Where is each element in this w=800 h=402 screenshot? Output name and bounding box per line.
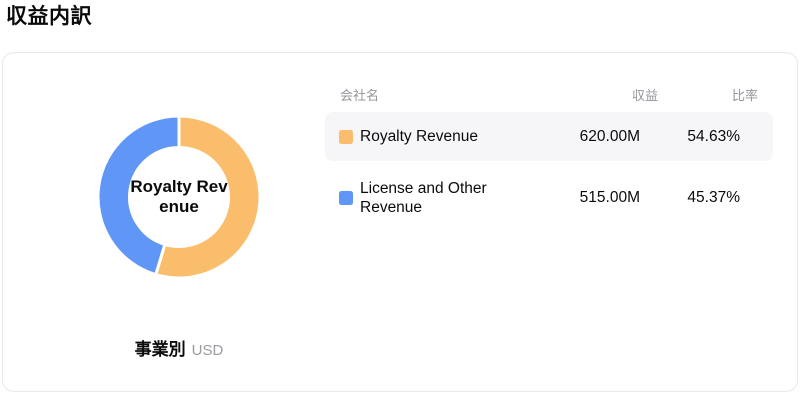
license-revenue-swatch — [339, 190, 353, 205]
donut-chart-section: Royalty Revenue 事業別 USD — [3, 53, 325, 391]
row-name: Royalty Revenue — [360, 128, 479, 145]
currency-label: USD — [191, 342, 224, 359]
row-revenue: 620.00M — [579, 127, 640, 145]
donut-center-label: Royalty Revenue — [130, 177, 228, 216]
header-revenue: 収益 — [631, 88, 658, 103]
row-revenue: 515.00M — [579, 188, 640, 206]
row-ratio: 54.63% — [687, 127, 740, 145]
header-ratio: 比率 — [731, 88, 758, 103]
donut-segment-0[interactable] — [154, 114, 262, 280]
row-ratio: 45.37% — [687, 188, 740, 206]
legend-table: 会社名 収益 比率 Royalty Revenue 620.00M 54.63%… — [325, 53, 797, 391]
page-title: 収益内訳 — [6, 5, 92, 28]
legend-table-header: 会社名 収益 比率 — [325, 87, 773, 105]
donut-chart-svg[interactable] — [95, 113, 263, 281]
dimension-label: 事業別 — [134, 340, 186, 359]
revenue-breakdown-card: Royalty Revenue 事業別 USD 会社名 収益 比率 Royalty… — [2, 52, 798, 392]
royalty-revenue-swatch — [339, 129, 353, 144]
donut-segment-1[interactable] — [96, 114, 181, 277]
row-name: License and Other Revenue — [360, 179, 487, 216]
chart-footer: 事業別 USD — [95, 335, 263, 360]
header-name: 会社名 — [340, 88, 380, 103]
legend-row-royalty-revenue[interactable]: Royalty Revenue 620.00M 54.63% — [325, 112, 773, 161]
legend-row-license-and-other-revenue[interactable]: License and Other Revenue 515.00M 45.37% — [325, 173, 773, 222]
donut-chart[interactable]: Royalty Revenue — [95, 113, 263, 281]
